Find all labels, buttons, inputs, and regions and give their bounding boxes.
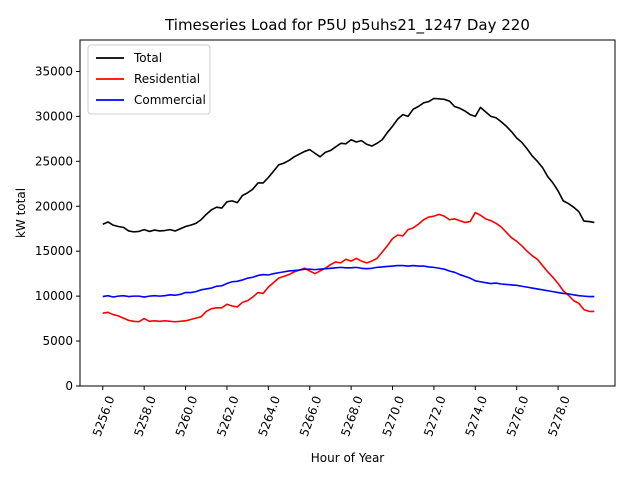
x-tick-label: 5270.0 [380,394,408,438]
x-tick-label: 5264.0 [256,394,284,438]
x-tick-label: 5260.0 [173,394,201,438]
y-axis-label: kW total [14,188,28,238]
x-tick-label: 5266.0 [297,394,325,438]
legend-label-commercial: Commercial [134,93,206,107]
x-tick-label: 5262.0 [214,394,242,438]
chart-title: Timeseries Load for P5U p5uhs21_1247 Day… [164,16,530,35]
series-line-total [102,97,595,233]
x-tick-label: 5276.0 [504,394,532,438]
legend-label-total: Total [133,51,162,65]
y-axis-ticks: 0 5000 10000 15000 20000 25000 30000 35000 [35,64,80,393]
legend-box [87,44,211,115]
x-tick-label: 5268.0 [338,394,366,438]
series-line-residential [102,211,595,323]
y-tick-label: 30000 [35,109,73,123]
y-tick-label: 5000 [42,334,73,348]
y-tick-label: 10000 [35,289,73,303]
x-tick-label: 5272.0 [421,394,449,438]
y-tick-label: 20000 [35,199,73,213]
y-tick-label: 15000 [35,244,73,258]
y-tick-label: 35000 [35,64,73,78]
y-tick-label: 25000 [35,154,73,168]
legend-label-residential: Residential [134,72,200,86]
x-axis-label: Hour of Year [311,451,385,465]
legend: Total Residential Commercial [87,44,211,115]
x-axis-ticks: 5256.0 5258.0 5260.0 5262.0 5264.0 5266.0 5268… [90,386,573,438]
x-tick-label: 5278.0 [545,394,573,438]
series-line-commercial [102,264,595,298]
x-tick-label: 5256.0 [90,394,118,438]
plot-area [79,39,616,387]
plot-frame [79,39,616,387]
series-group [102,97,595,323]
y-tick-label: 0 [65,379,73,393]
x-tick-label: 5274.0 [462,394,490,438]
x-tick-label: 5258.0 [131,394,159,438]
